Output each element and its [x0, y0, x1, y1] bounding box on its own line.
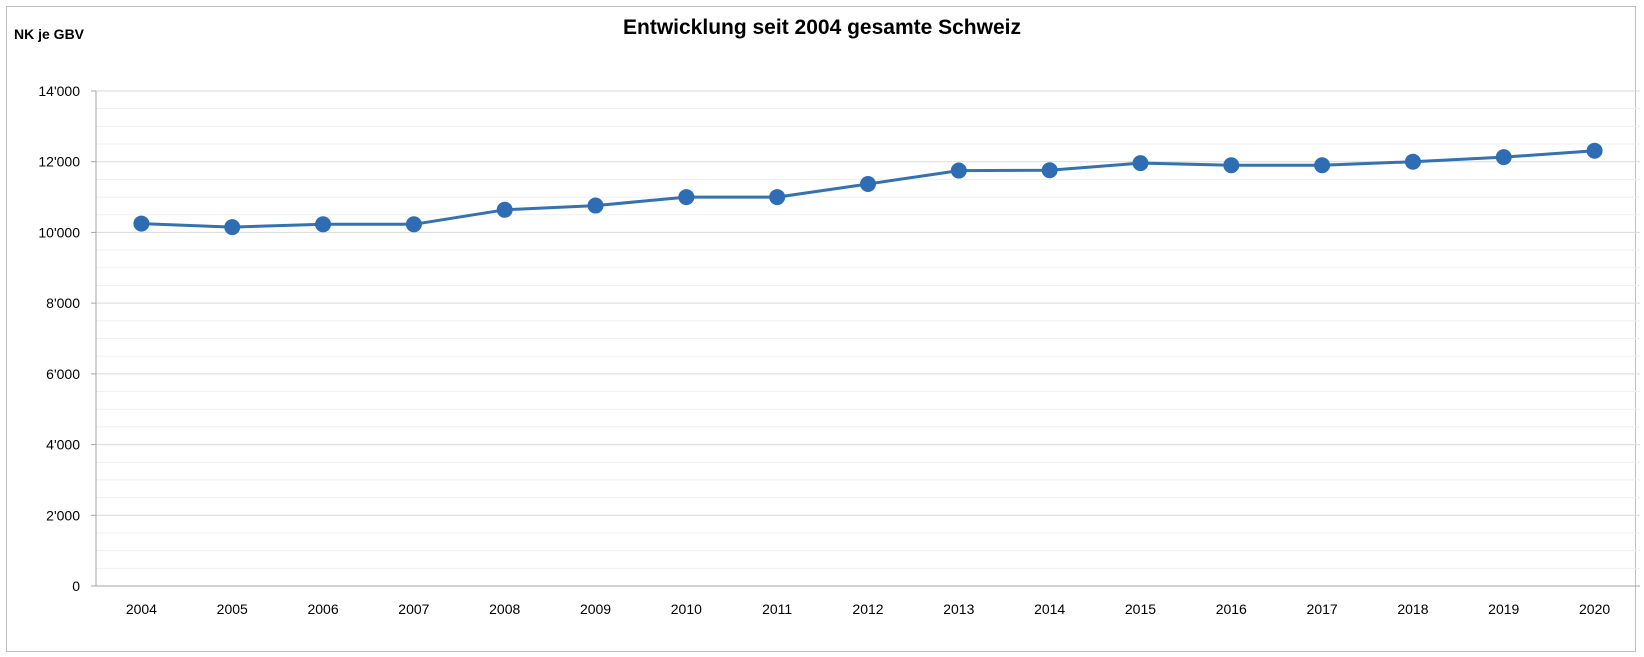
data-point — [405, 216, 422, 233]
data-point — [1404, 153, 1421, 170]
x-tick-label: 2019 — [1488, 601, 1519, 617]
x-tick-label: 2016 — [1216, 601, 1247, 617]
chart-title: Entwicklung seit 2004 gesamte Schweiz — [623, 16, 1021, 39]
axes — [91, 90, 1640, 587]
data-point — [224, 219, 241, 236]
data-point — [1586, 142, 1603, 159]
x-tick-label: 2007 — [398, 601, 429, 617]
data-point — [496, 201, 513, 218]
x-tick-label: 2017 — [1307, 601, 1338, 617]
y-axis-label: NK je GBV — [14, 26, 85, 42]
data-point — [1223, 157, 1240, 174]
y-tick-label: 0 — [72, 578, 80, 594]
data-point — [587, 197, 604, 214]
y-tick-label: 8'000 — [46, 295, 80, 311]
data-point — [950, 162, 967, 179]
data-point — [1314, 157, 1331, 174]
x-tick-label: 2005 — [217, 601, 248, 617]
x-tick-label: 2009 — [580, 601, 611, 617]
x-tick-label: 2012 — [852, 601, 883, 617]
x-tick-label: 2004 — [126, 601, 157, 617]
x-tick-label: 2015 — [1125, 601, 1156, 617]
x-tick-label: 2011 — [762, 601, 792, 617]
data-point — [769, 189, 786, 206]
x-tick-label: 2014 — [1034, 601, 1065, 617]
major-gridlines — [96, 90, 1640, 516]
data-point — [315, 216, 332, 233]
x-tick-label: 2020 — [1579, 601, 1610, 617]
x-tick-labels: 2004 2005 2006 2007 2008 2009 2010 2011 2012 2013… — [126, 601, 1611, 617]
x-tick-label: 2010 — [671, 601, 702, 617]
y-tick-label: 6'000 — [46, 366, 80, 382]
x-tick-label: 2013 — [943, 601, 974, 617]
y-tick-label: 10'000 — [38, 224, 80, 240]
minor-gridlines — [96, 108, 1640, 569]
data-point — [860, 175, 876, 192]
y-tick-labels: 0 2'000 4'000 6'000 8'000 10'000 12'000 14'000 — [38, 83, 80, 594]
y-tick-label: 2'000 — [46, 507, 80, 523]
data-points — [133, 142, 1603, 236]
x-tick-label: 2008 — [489, 601, 520, 617]
data-point — [1132, 155, 1149, 172]
x-tick-label: 2006 — [307, 601, 338, 617]
chart-frame — [6, 6, 1636, 652]
y-tick-label: 14'000 — [38, 83, 80, 99]
data-point — [678, 189, 695, 206]
data-point — [1041, 162, 1058, 179]
y-tick-label: 12'000 — [38, 154, 80, 170]
x-tick-label: 2018 — [1397, 601, 1428, 617]
y-tick-label: 4'000 — [46, 437, 80, 453]
data-point — [133, 215, 150, 232]
data-point — [1495, 149, 1512, 166]
